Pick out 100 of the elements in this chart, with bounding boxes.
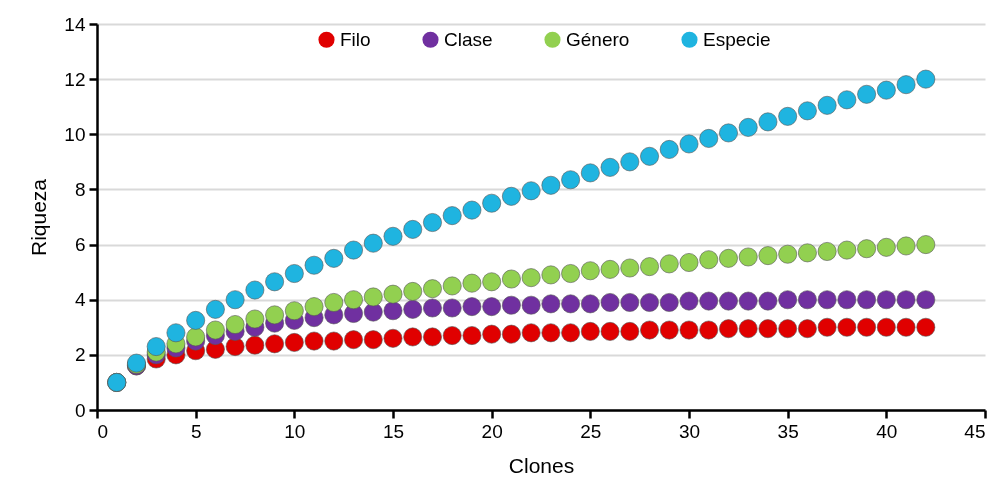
point <box>146 337 166 356</box>
point <box>620 322 640 341</box>
point <box>659 320 679 340</box>
point <box>324 331 344 351</box>
point <box>541 294 561 314</box>
point <box>344 240 363 260</box>
point <box>580 163 600 183</box>
point <box>600 293 620 312</box>
point <box>817 317 837 337</box>
point <box>699 320 719 340</box>
point <box>837 90 857 110</box>
point <box>778 319 798 339</box>
point <box>857 290 876 310</box>
point <box>284 301 304 321</box>
point <box>186 311 206 330</box>
point <box>620 258 640 278</box>
point <box>363 302 383 322</box>
point <box>423 279 442 299</box>
point <box>719 291 738 311</box>
x-tick-label: 45 <box>964 420 986 442</box>
point <box>462 297 482 316</box>
point <box>798 101 817 121</box>
point <box>462 200 482 220</box>
point <box>758 291 778 311</box>
point <box>442 326 462 345</box>
point <box>502 269 521 289</box>
point <box>284 264 304 283</box>
point <box>620 293 640 312</box>
point <box>738 319 758 339</box>
point <box>699 129 719 148</box>
y-tick-label: 6 <box>74 234 86 256</box>
point <box>462 326 482 345</box>
point <box>304 255 324 275</box>
point <box>206 300 225 319</box>
point <box>423 298 442 318</box>
point <box>817 290 837 310</box>
point <box>580 294 600 314</box>
point <box>580 261 600 281</box>
point <box>837 317 857 337</box>
point <box>363 233 383 253</box>
point <box>521 268 541 288</box>
point <box>719 319 738 339</box>
point <box>403 300 423 319</box>
point <box>620 152 640 172</box>
point <box>817 242 837 261</box>
point <box>857 239 876 259</box>
point <box>837 240 857 260</box>
point <box>561 264 580 283</box>
point <box>738 291 758 311</box>
point <box>245 280 265 300</box>
point <box>896 290 916 310</box>
point <box>679 134 699 154</box>
point <box>896 317 916 337</box>
point <box>541 323 561 343</box>
x-axis-title: Clones <box>508 453 575 477</box>
y-axis-title: Riqueza <box>27 178 51 257</box>
x-tick-label: 40 <box>876 420 898 442</box>
y-tick-label: 0 <box>74 399 86 421</box>
point <box>798 290 817 310</box>
point <box>423 213 442 232</box>
point <box>383 226 403 246</box>
x-tick-label: 25 <box>580 420 602 442</box>
point <box>876 237 896 257</box>
point <box>679 320 699 340</box>
point <box>758 112 778 132</box>
point <box>738 118 758 137</box>
point <box>502 295 521 315</box>
point <box>482 297 502 316</box>
point <box>225 315 245 334</box>
point <box>245 335 265 355</box>
point <box>916 235 936 254</box>
point <box>916 317 936 337</box>
y-tick-label: 12 <box>64 68 86 90</box>
point <box>837 290 857 310</box>
legend-label: Clase <box>444 28 493 50</box>
point <box>798 243 817 263</box>
point <box>778 244 798 264</box>
point <box>206 320 225 340</box>
point <box>442 298 462 318</box>
point <box>482 193 502 213</box>
point <box>719 123 738 143</box>
legend-label: Especie <box>703 28 771 50</box>
point <box>758 246 778 265</box>
point <box>600 260 620 279</box>
point <box>324 293 344 312</box>
x-tick-label: 5 <box>190 420 202 442</box>
point <box>403 220 423 239</box>
point <box>659 140 679 159</box>
x-tick-label: 30 <box>678 420 701 442</box>
x-tick-label: 0 <box>97 420 109 442</box>
point <box>442 276 462 296</box>
point <box>758 319 778 339</box>
point <box>561 170 580 190</box>
point <box>659 293 679 312</box>
point <box>640 293 659 312</box>
point <box>896 236 916 256</box>
point <box>383 284 403 304</box>
point <box>778 107 798 126</box>
point <box>916 69 936 89</box>
point <box>265 272 284 292</box>
